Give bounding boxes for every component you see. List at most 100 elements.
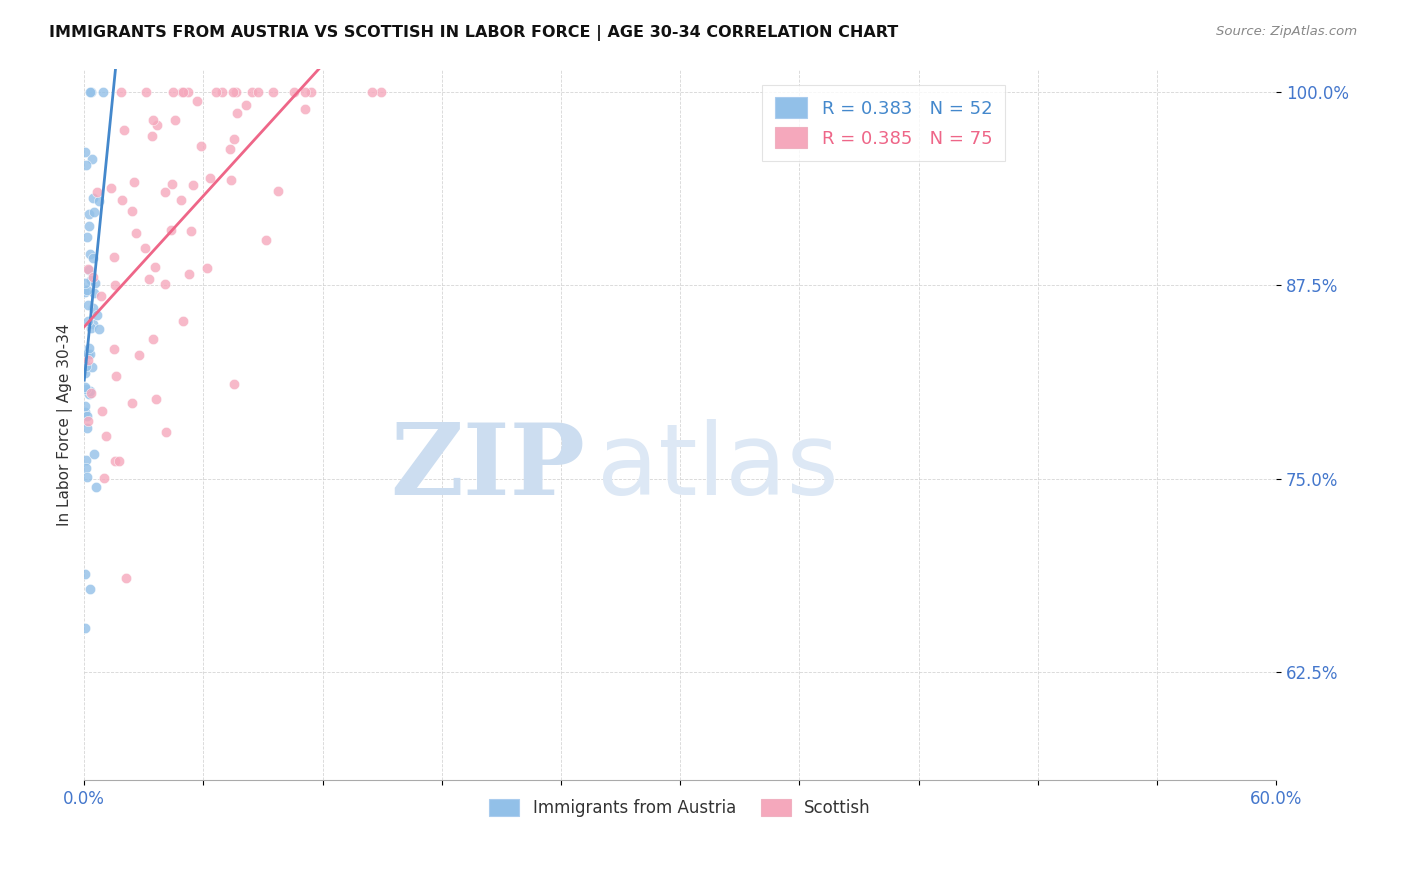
Point [186,95,208,109]
Point [155,277,177,292]
Point [80,153,103,167]
Point [370,85,392,99]
Point [162,178,184,192]
Point [94,429,117,443]
Point [75,352,97,367]
Point [77,386,100,401]
Point [80,321,103,335]
Point [100,181,122,195]
Point [79,384,101,398]
Point [180,224,202,238]
Point [172,85,194,99]
Point [211,85,233,99]
Point [135,85,157,99]
Point [360,85,382,99]
Point [91,85,114,99]
Point [221,85,243,99]
Point [122,175,145,189]
Point [104,369,127,384]
Text: atlas: atlas [596,418,838,516]
Point [82,301,104,315]
Point [75,380,97,394]
Point [176,85,198,99]
Point [143,260,166,274]
Point [87,322,110,336]
Point [145,392,167,407]
Point [77,219,100,234]
Point [75,621,97,635]
Point [83,205,105,219]
Point [283,85,305,99]
Point [267,185,290,199]
Point [76,314,98,328]
Point [83,447,105,461]
Point [75,382,97,396]
Point [219,142,242,156]
Point [225,85,247,99]
Point [107,454,129,468]
Point [75,276,97,290]
Point [75,399,97,413]
Point [79,246,101,260]
Point [75,145,97,160]
Text: ZIP: ZIP [389,418,585,516]
Point [125,226,148,240]
Point [89,194,111,208]
Point [93,471,115,485]
Point [76,298,98,312]
Point [79,85,101,99]
Point [235,98,257,112]
Point [219,172,242,186]
Legend: Immigrants from Austria, Scottish: Immigrants from Austria, Scottish [481,790,879,825]
Point [169,193,191,207]
Point [76,409,98,423]
Point [76,470,98,484]
Point [226,106,249,120]
Point [82,191,104,205]
Point [77,263,100,277]
Point [75,453,97,467]
Point [75,461,97,475]
Point [222,132,245,146]
Point [240,85,263,99]
Point [128,347,150,361]
Point [104,278,127,293]
Point [121,204,143,219]
Point [75,347,97,361]
Point [294,102,316,116]
Point [90,289,112,303]
Point [177,267,200,281]
Point [82,269,104,284]
Point [299,85,322,99]
Point [110,85,132,99]
Point [246,85,269,99]
Point [76,421,98,435]
Point [90,403,112,417]
Point [200,171,222,186]
Point [86,186,108,200]
Point [77,414,100,428]
Point [86,308,108,322]
Point [181,178,204,192]
Point [104,454,127,468]
Point [79,273,101,287]
Point [103,343,125,357]
Point [142,332,165,346]
Point [75,366,97,380]
Point [172,314,194,328]
Point [83,285,105,300]
Point [75,405,97,419]
Point [155,425,177,439]
Point [79,582,101,596]
Point [134,241,156,255]
Point [76,283,98,297]
Point [163,113,186,128]
Point [76,230,98,244]
Point [160,223,183,237]
Point [141,128,163,143]
Point [75,566,97,581]
Point [121,396,143,410]
Point [79,347,101,361]
Point [190,139,212,153]
Point [294,85,316,99]
